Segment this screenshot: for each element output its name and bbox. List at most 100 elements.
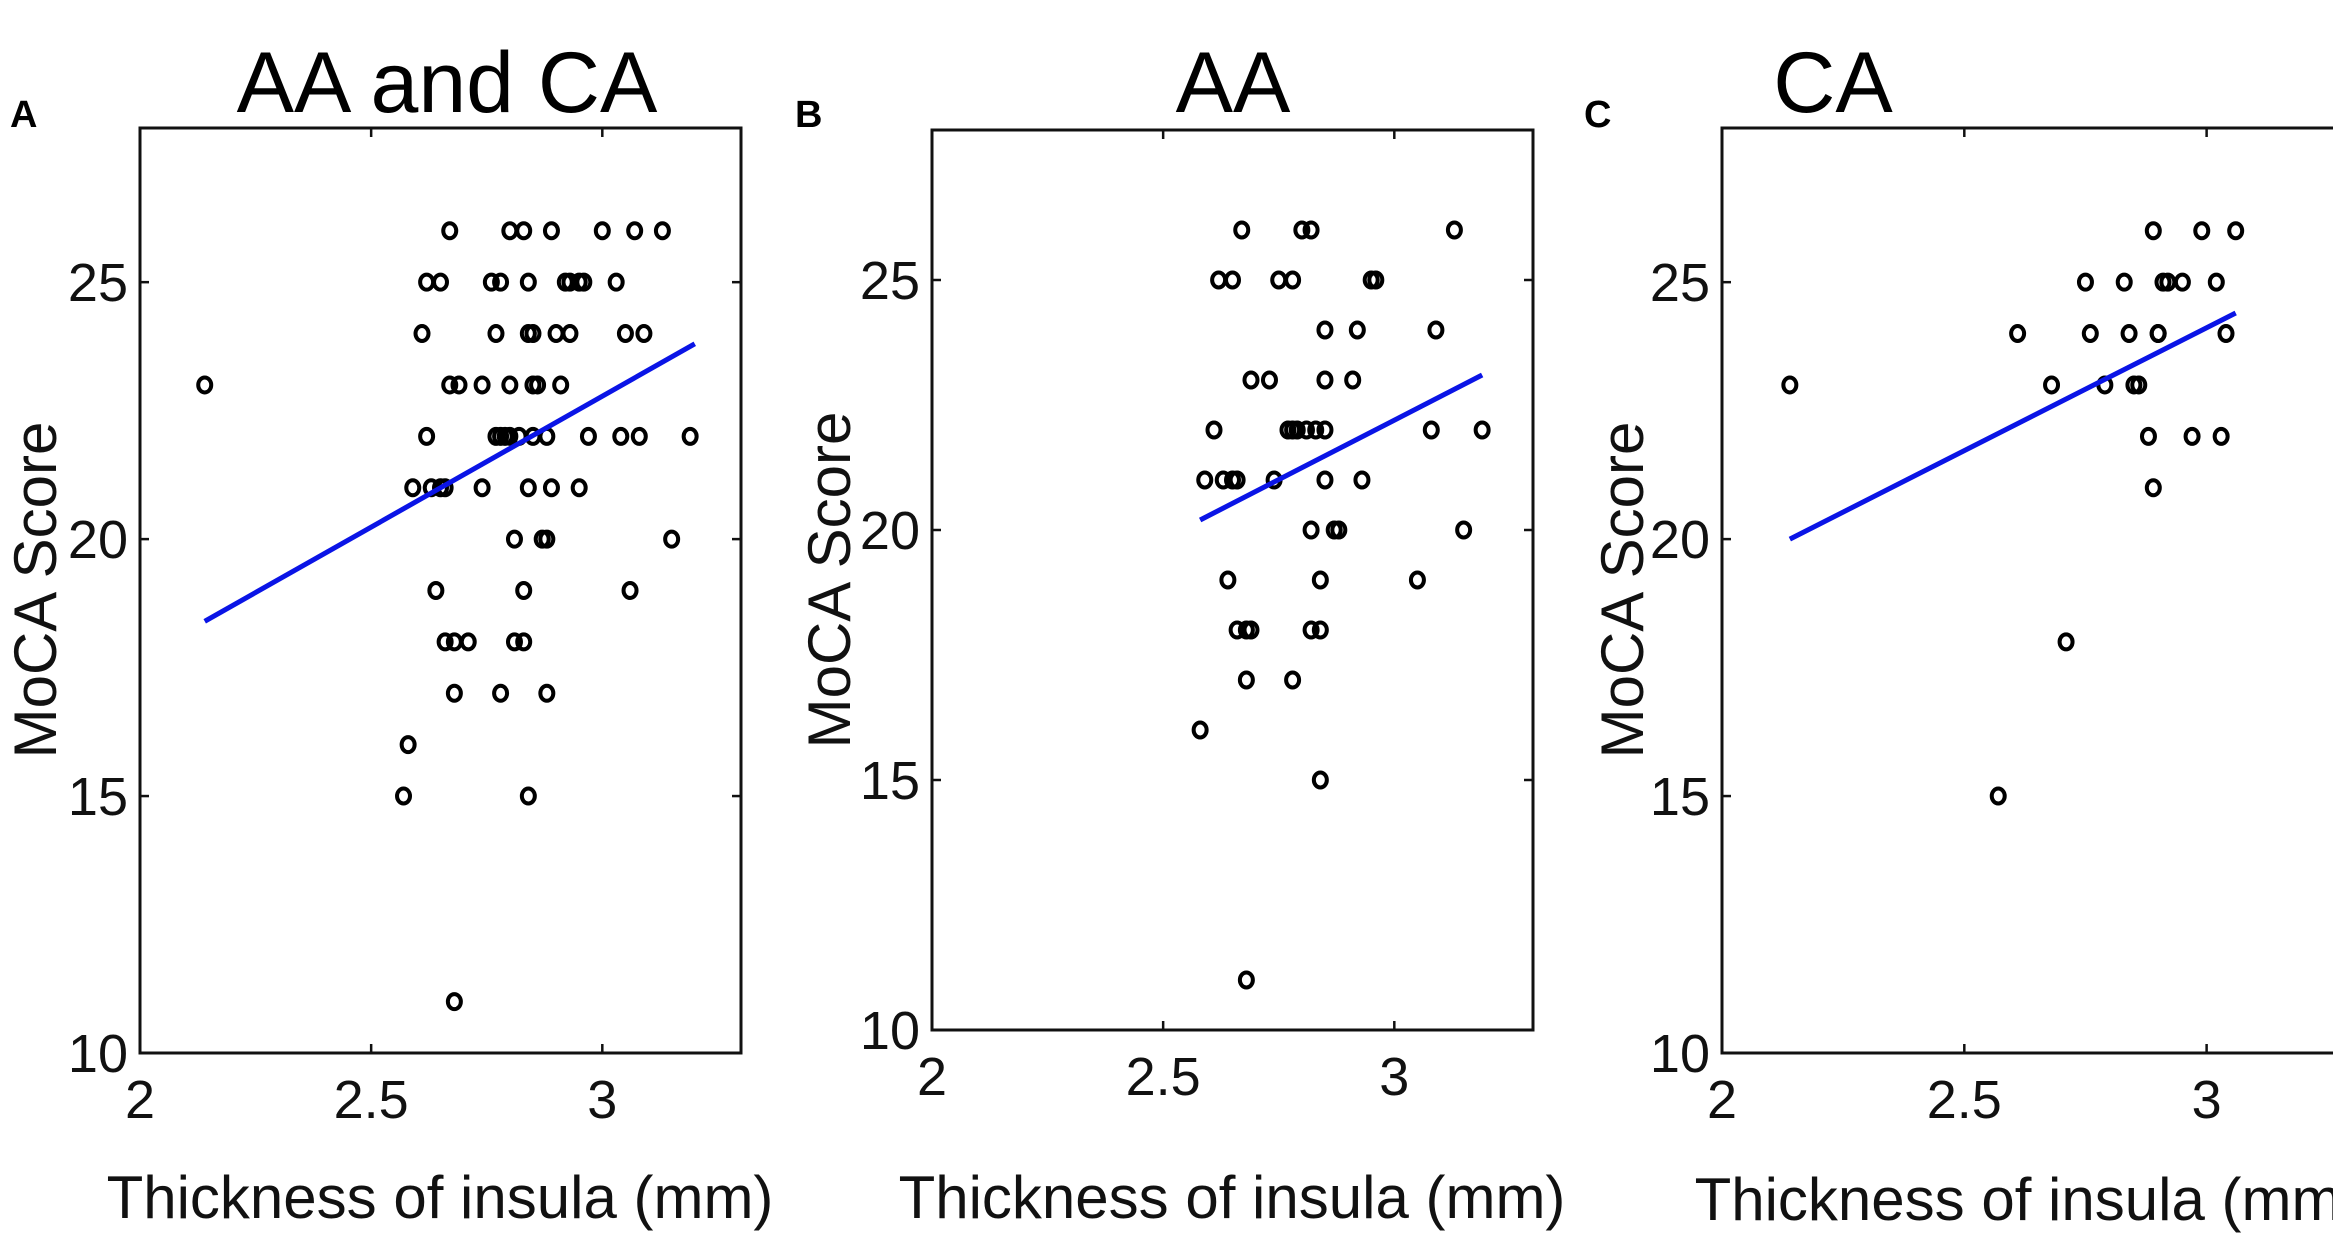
- data-point-c: [2183, 426, 2201, 446]
- x-axis-label-b: Thickness of insula (mm): [899, 1164, 1566, 1231]
- regression-line-c: [1788, 310, 2237, 542]
- data-point-b: [1353, 470, 1371, 490]
- data-point-a: [626, 221, 644, 241]
- data-point-a: [519, 478, 537, 498]
- data-point-a: [616, 324, 634, 344]
- regression-line-b: [1198, 372, 1484, 523]
- data-point-c: [1781, 375, 1799, 395]
- chart-title-a: AA and CA: [237, 35, 658, 131]
- data-point-a: [399, 735, 417, 755]
- data-point-c: [2120, 324, 2138, 344]
- data-point-c: [2173, 272, 2191, 292]
- x-axis-label-a: Thickness of insula (mm): [107, 1164, 774, 1231]
- data-point-b: [1445, 220, 1463, 240]
- data-point-b: [1316, 370, 1334, 390]
- data-point-b: [1284, 270, 1302, 290]
- y-axis-label-b: MoCA Score: [796, 412, 863, 749]
- data-point-b: [1311, 770, 1329, 790]
- x-axis-label-c: Thickness of insula (mm): [1695, 1166, 2333, 1233]
- data-point-a: [612, 426, 630, 446]
- data-point-b: [1260, 370, 1278, 390]
- data-point-b: [1408, 570, 1426, 590]
- y-tick-label-c: 25: [1650, 253, 1710, 313]
- x-tick-label-c: 2.5: [1927, 1070, 2002, 1130]
- data-point-b: [1422, 420, 1440, 440]
- data-point-c: [1989, 786, 2007, 806]
- data-point-a: [621, 581, 639, 600]
- tick-labels-a: 2 2.5 3 10 15 20 25: [68, 253, 617, 1130]
- data-point-b: [1455, 520, 1473, 540]
- data-point-c: [2043, 375, 2061, 395]
- data-point-a: [653, 221, 671, 241]
- data-point-b: [1242, 620, 1260, 640]
- x-tick-label-c: 3: [2192, 1070, 2222, 1130]
- data-point-a: [418, 272, 436, 292]
- data-point-b: [1270, 270, 1288, 290]
- data-point-a: [501, 375, 519, 395]
- data-point-a: [395, 786, 413, 806]
- data-point-a: [445, 992, 463, 1012]
- chart-title-c: CA: [1773, 35, 1893, 131]
- data-point-a: [450, 375, 468, 395]
- data-point-b: [1307, 420, 1325, 440]
- data-point-a: [505, 529, 523, 549]
- data-point-b: [1344, 370, 1362, 390]
- data-point-c: [2057, 632, 2075, 652]
- data-point-b: [1228, 470, 1246, 490]
- markers-a: [196, 221, 699, 1012]
- data-point-a: [681, 426, 699, 446]
- data-point-c: [2144, 221, 2162, 241]
- markers-c: [1781, 221, 2245, 806]
- data-point-a: [436, 632, 454, 652]
- data-point-c: [2217, 324, 2235, 344]
- regression-line-a: [203, 341, 697, 624]
- x-tick-label-c: 2: [1707, 1070, 1737, 1130]
- data-point-a: [196, 375, 214, 395]
- data-point-a: [501, 221, 519, 241]
- data-point-a: [459, 632, 477, 652]
- axes-frame-a: [138, 126, 743, 1055]
- panel-c-chart: C CA 2 2.5 3 10 15 20 25 Thickness of insula (…: [1584, 35, 2333, 1233]
- data-point-a: [593, 221, 611, 241]
- data-point-a: [445, 683, 463, 703]
- x-tick-label-a: 2: [125, 1070, 155, 1130]
- data-point-a: [561, 324, 579, 344]
- data-point-a: [538, 683, 556, 703]
- x-tick-label-b: 2: [917, 1047, 947, 1107]
- data-point-a: [432, 272, 449, 292]
- data-point-b: [1293, 220, 1311, 240]
- data-point-b: [1367, 270, 1385, 290]
- chart-title-b: AA: [1176, 35, 1291, 131]
- data-point-b: [1288, 420, 1306, 440]
- axes-frame-b: [930, 128, 1535, 1032]
- data-point-a: [441, 221, 459, 241]
- y-tick-label-b: 20: [860, 501, 920, 561]
- data-point-a: [524, 324, 542, 344]
- y-axis-label-a: MoCA Score: [2, 422, 69, 759]
- y-tick-label-c: 15: [1650, 767, 1710, 827]
- data-point-b: [1330, 520, 1348, 540]
- tick-labels-b: 2 2.5 3 10 15 20 25: [860, 251, 1409, 1107]
- data-point-a: [552, 375, 570, 395]
- data-point-a: [404, 478, 422, 498]
- y-tick-label-a: 20: [68, 510, 128, 570]
- data-point-b: [1196, 470, 1214, 490]
- data-point-b: [1427, 320, 1445, 340]
- panel-a-chart: A AA and CA 2 2.5 3 10 15 20 25 Thickness of i…: [2, 35, 773, 1231]
- data-point-c: [2227, 221, 2245, 241]
- x-tick-label-b: 2.5: [1126, 1047, 1201, 1107]
- data-point-a: [663, 529, 681, 549]
- data-point-b: [1316, 420, 1334, 440]
- panel-label-b: B: [795, 94, 822, 136]
- data-point-b: [1242, 370, 1260, 390]
- data-point-a: [482, 272, 500, 292]
- data-point-a: [570, 478, 588, 498]
- data-point-a: [515, 632, 533, 652]
- data-point-a: [445, 632, 463, 652]
- data-point-b: [1237, 670, 1255, 690]
- data-point-a: [413, 324, 431, 344]
- data-point-a: [607, 272, 625, 292]
- ticks-b: [930, 130, 1533, 1032]
- data-point-b: [1219, 570, 1237, 590]
- y-tick-label-b: 25: [860, 251, 920, 311]
